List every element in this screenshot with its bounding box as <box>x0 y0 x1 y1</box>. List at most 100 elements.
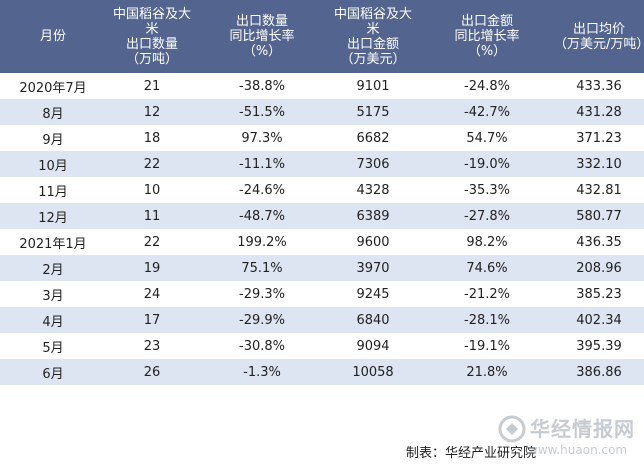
table-row: 5月 23 -30.8% 9094 -19.1% 395.39 <box>0 333 644 359</box>
cell-month: 3月 <box>0 281 106 307</box>
header-average-price: 出口均价 （万美元/万吨） <box>554 0 644 73</box>
header-export-value: 中国稻谷及大 米 出口金额 （万美元） <box>326 0 420 73</box>
cell-value-yoy: -35.3% <box>420 177 554 203</box>
rice-export-table: 月份 中国稻谷及大 米 出口数量 （万吨） 出口数量 同比增长率 （%） 中国稻… <box>0 0 644 385</box>
cell-value-yoy: -24.8% <box>420 73 554 99</box>
cell-quantity-yoy: 75.1% <box>198 255 326 281</box>
table-row: 10月 22 -11.1% 7306 -19.0% 332.10 <box>0 151 644 177</box>
table-row: 12月 11 -48.7% 6389 -27.8% 580.77 <box>0 203 644 229</box>
cell-month: 6月 <box>0 359 106 385</box>
cell-export-value: 9101 <box>326 73 420 99</box>
cell-export-quantity: 18 <box>106 125 198 151</box>
cell-value-yoy: -19.0% <box>420 151 554 177</box>
cell-export-value: 9094 <box>326 333 420 359</box>
cell-value-yoy: -19.1% <box>420 333 554 359</box>
cell-export-value: 6682 <box>326 125 420 151</box>
cell-export-quantity: 26 <box>106 359 198 385</box>
cell-average-price: 433.36 <box>554 73 644 99</box>
cell-export-quantity: 21 <box>106 73 198 99</box>
cell-average-price: 395.39 <box>554 333 644 359</box>
cell-value-yoy: -42.7% <box>420 99 554 125</box>
cell-value-yoy: -27.8% <box>420 203 554 229</box>
cell-export-quantity: 17 <box>106 307 198 333</box>
cell-quantity-yoy: -29.3% <box>198 281 326 307</box>
cell-export-quantity: 11 <box>106 203 198 229</box>
cell-quantity-yoy: 97.3% <box>198 125 326 151</box>
cell-export-quantity: 23 <box>106 333 198 359</box>
cell-quantity-yoy: -24.6% <box>198 177 326 203</box>
cell-month: 5月 <box>0 333 106 359</box>
cell-export-value: 9600 <box>326 229 420 255</box>
cell-export-value: 6840 <box>326 307 420 333</box>
cell-export-quantity: 10 <box>106 177 198 203</box>
watermark: 华经情报网 www.huaon.com <box>498 411 638 461</box>
table-row: 4月 17 -29.9% 6840 -28.1% 402.34 <box>0 307 644 333</box>
cell-average-price: 580.77 <box>554 203 644 229</box>
header-quantity-yoy: 出口数量 同比增长率 （%） <box>198 0 326 73</box>
cell-month: 4月 <box>0 307 106 333</box>
huajing-logo-icon <box>498 415 526 443</box>
header-export-quantity: 中国稻谷及大 米 出口数量 （万吨） <box>106 0 198 73</box>
cell-average-price: 371.23 <box>554 125 644 151</box>
cell-value-yoy: 21.8% <box>420 359 554 385</box>
cell-export-value: 3970 <box>326 255 420 281</box>
cell-export-value: 9245 <box>326 281 420 307</box>
cell-export-value: 4328 <box>326 177 420 203</box>
table-row: 8月 12 -51.5% 5175 -42.7% 431.28 <box>0 99 644 125</box>
table-row: 9月 18 97.3% 6682 54.7% 371.23 <box>0 125 644 151</box>
table-row: 3月 24 -29.3% 9245 -21.2% 385.23 <box>0 281 644 307</box>
cell-value-yoy: -21.2% <box>420 281 554 307</box>
header-value-yoy: 出口金额 同比增长率 （%） <box>420 0 554 73</box>
cell-export-value: 6389 <box>326 203 420 229</box>
cell-quantity-yoy: -1.3% <box>198 359 326 385</box>
cell-export-quantity: 22 <box>106 229 198 255</box>
table-row: 6月 26 -1.3% 10058 21.8% 386.86 <box>0 359 644 385</box>
cell-export-quantity: 12 <box>106 99 198 125</box>
cell-quantity-yoy: -29.9% <box>198 307 326 333</box>
cell-quantity-yoy: -30.8% <box>198 333 326 359</box>
cell-export-quantity: 22 <box>106 151 198 177</box>
cell-month: 8月 <box>0 99 106 125</box>
cell-quantity-yoy: 199.2% <box>198 229 326 255</box>
cell-month: 12月 <box>0 203 106 229</box>
cell-month: 11月 <box>0 177 106 203</box>
table-body: 2020年7月 21 -38.8% 9101 -24.8% 433.36 8月 12 -51.5… <box>0 73 644 385</box>
watermark-url: www.huaon.com <box>528 443 628 457</box>
cell-value-yoy: -28.1% <box>420 307 554 333</box>
cell-average-price: 386.86 <box>554 359 644 385</box>
cell-average-price: 208.96 <box>554 255 644 281</box>
cell-average-price: 432.81 <box>554 177 644 203</box>
header-month: 月份 <box>0 0 106 73</box>
cell-average-price: 402.34 <box>554 307 644 333</box>
source-note: 制表：华经产业研究院 <box>405 446 536 461</box>
cell-export-value: 7306 <box>326 151 420 177</box>
cell-export-quantity: 19 <box>106 255 198 281</box>
cell-export-quantity: 24 <box>106 281 198 307</box>
table-row: 2021年1月 22 199.2% 9600 98.2% 436.35 <box>0 229 644 255</box>
watermark-name: 华经情报网 <box>530 417 635 441</box>
cell-quantity-yoy: -51.5% <box>198 99 326 125</box>
cell-average-price: 436.35 <box>554 229 644 255</box>
table-row: 2月 19 75.1% 3970 74.6% 208.96 <box>0 255 644 281</box>
cell-average-price: 431.28 <box>554 99 644 125</box>
cell-quantity-yoy: -11.1% <box>198 151 326 177</box>
table-footer: 制表：华经产业研究院 <box>0 437 644 465</box>
cell-value-yoy: 98.2% <box>420 229 554 255</box>
cell-month: 9月 <box>0 125 106 151</box>
cell-export-value: 5175 <box>326 99 420 125</box>
table-row: 2020年7月 21 -38.8% 9101 -24.8% 433.36 <box>0 73 644 99</box>
cell-average-price: 332.10 <box>554 151 644 177</box>
header-row: 月份 中国稻谷及大 米 出口数量 （万吨） 出口数量 同比增长率 （%） 中国稻… <box>0 0 644 73</box>
cell-value-yoy: 54.7% <box>420 125 554 151</box>
cell-quantity-yoy: -48.7% <box>198 203 326 229</box>
cell-month: 2020年7月 <box>0 73 106 99</box>
cell-month: 2021年1月 <box>0 229 106 255</box>
cell-value-yoy: 74.6% <box>420 255 554 281</box>
cell-export-value: 10058 <box>326 359 420 385</box>
cell-month: 10月 <box>0 151 106 177</box>
cell-quantity-yoy: -38.8% <box>198 73 326 99</box>
table-row: 11月 10 -24.6% 4328 -35.3% 432.81 <box>0 177 644 203</box>
cell-average-price: 385.23 <box>554 281 644 307</box>
cell-month: 2月 <box>0 255 106 281</box>
